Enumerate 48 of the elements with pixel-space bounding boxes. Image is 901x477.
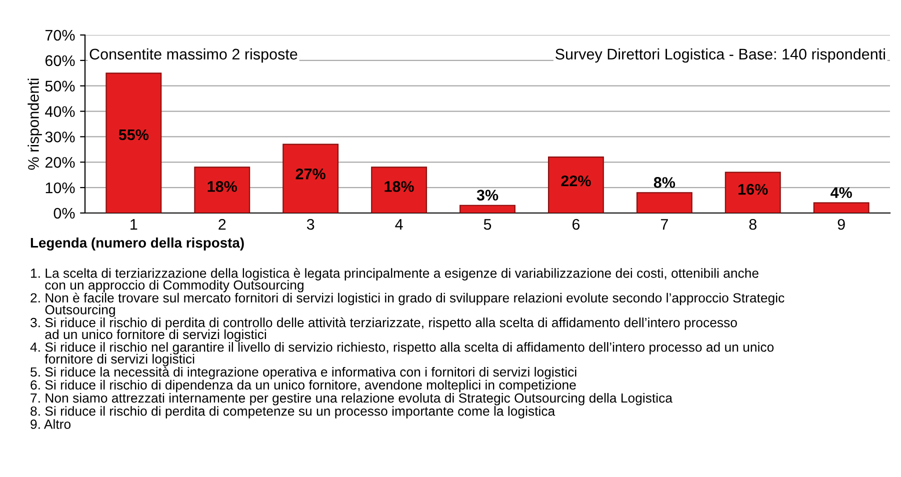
data-label: 55% [118,129,149,140]
text: 1. La scelta di terziarizzazione della logistica è legata principalmente a esigenze di variabilizzazione dei costi, ottenibili anche con un approccio di Commodity Outsourcing [31,268,758,292]
text: Legenda (numero della risposta) [30,237,244,251]
text: 5. Si riduce la necessità di integrazione operativa e informativa con i fornitori di servizi logistici [30,366,576,380]
y-tick-label: 10% [46,182,75,194]
x-tick-label: 9 [838,218,845,230]
y-tick-label: 60% [45,55,75,66]
bar [724,172,781,213]
text: 7. Non siamo attrezzati internamente per gestire una relazione evoluta di Strategic Outsourcing della Logistica [30,393,672,406]
data-label: 16% [738,184,768,195]
bar [371,166,428,213]
bar [636,192,692,213]
y-tick-label: 40% [45,106,75,117]
text: 2. Non è facile trovare sul mercato fornitori di servizi logistici in grado di sviluppare relazioni evolute secondo l’approccio Strategic Outsourcing [30,292,784,317]
data-label: 27% [296,168,326,180]
data-label: 18% [384,181,414,192]
bar [282,144,339,213]
bar [194,166,250,213]
bar [548,156,604,213]
y-axis-title: % rispondenti [28,78,42,170]
text: 4. Si riduce il rischio nel garantire il livello di servizio richiesto, rispetto alla scelta di affidamento dell’intero processo ad un unico fornitore di servizi logistici [30,342,774,366]
y-tick-label: 20% [45,157,75,168]
x-tick-label: 6 [572,218,580,230]
data-label: 3% [476,190,498,201]
y-tick-label: 50% [45,80,75,92]
bar [460,204,516,213]
annotation: Survey Direttori Logistica - Base: 140 rispondenti [556,48,885,63]
x-tick-label: 1 [130,219,138,230]
y-tick-label: 30% [45,132,75,142]
data-label: 8% [654,177,676,188]
text: 6. Si riduce il rischio di dipendenza da un unico fornitore, avendone molteplici in competizione [30,380,576,392]
text: 8. Si riduce il rischio di perdita di competenze su un processo importante come la logistica [30,406,556,418]
y-tick-label: 70% [45,30,75,41]
data-label: 4% [830,187,852,198]
data-label: 18% [208,181,237,192]
bar [106,72,162,213]
x-tick-label: 7 [660,219,668,230]
text: 9. Altro [30,419,71,429]
bar [813,202,870,213]
x-tick-label: 5 [484,219,492,230]
x-tick-label: 2 [218,218,226,230]
x-tick-label: 8 [749,218,756,230]
x-tick-label: 3 [306,218,314,230]
y-tick-label: 0% [54,208,75,219]
data-label: 22% [561,176,591,186]
x-tick-label: 4 [395,219,403,230]
text: 3. Si riduce il rischio di perdita di controllo delle attività terziarizzate, rispetto alla scelta di affidamento dell’intero processo ad un unico fornitore di servizi logistici [30,317,737,342]
annotation: Consentite massimo 2 risposte [90,48,298,63]
